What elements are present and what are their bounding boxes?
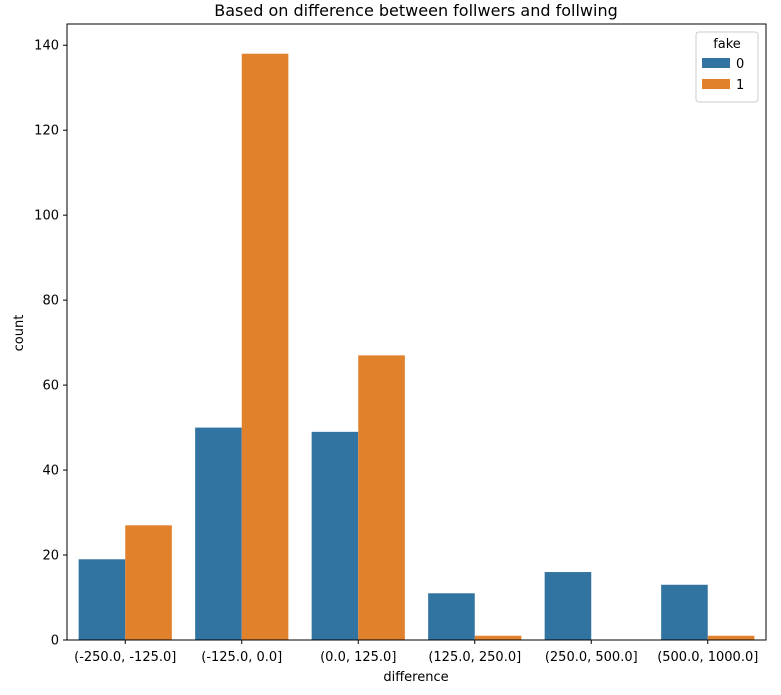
bar-5-series-1 [707, 635, 755, 640]
x-tick-label: (250.0, 500.0] [545, 650, 638, 665]
y-tick-label: 120 [34, 124, 59, 139]
legend-title: fake [713, 37, 741, 52]
x-tick-label: (125.0, 250.0] [428, 650, 521, 665]
axes-frame [66, 23, 767, 641]
chart-title: Based on difference between follwers and… [214, 1, 617, 20]
bar-5-series-0 [661, 584, 708, 640]
x-axis-label: difference [383, 670, 448, 685]
bar-0-series-0 [78, 559, 126, 640]
bar-2-series-1 [358, 355, 405, 640]
legend-swatch-1 [702, 79, 730, 89]
bar-1-series-0 [195, 427, 242, 640]
y-tick-label: 20 [42, 549, 59, 564]
bar-1-series-1 [241, 53, 289, 641]
bar-3-series-0 [428, 593, 475, 640]
legend: fake 0 1 [695, 31, 759, 103]
legend-label-1: 1 [736, 78, 744, 93]
y-tick-label: 60 [42, 379, 59, 394]
x-tick-label: (500.0, 1000.0] [657, 650, 758, 665]
bar-2-series-0 [311, 431, 359, 640]
y-tick-label: 0 [51, 634, 59, 649]
x-tick-label: (0.0, 125.0] [320, 650, 396, 665]
y-tick-label: 80 [42, 294, 59, 309]
legend-swatch-0 [702, 58, 730, 68]
y-axis-label: count [12, 315, 27, 352]
plot-area: (-250.0, -125.0] (-125.0, 0.0] (0.0, 125.0… [34, 23, 767, 665]
bar-4-series-0 [544, 572, 592, 640]
legend-label-0: 0 [736, 57, 744, 72]
bar-0-series-1 [125, 525, 172, 640]
y-tick-label: 100 [34, 209, 59, 224]
y-tick-label: 140 [34, 39, 59, 54]
y-tick-label: 40 [42, 464, 59, 479]
bar-3-series-1 [474, 635, 522, 640]
x-tick-label: (-250.0, -125.0] [74, 650, 176, 665]
x-tick-label: (-125.0, 0.0] [201, 650, 282, 665]
